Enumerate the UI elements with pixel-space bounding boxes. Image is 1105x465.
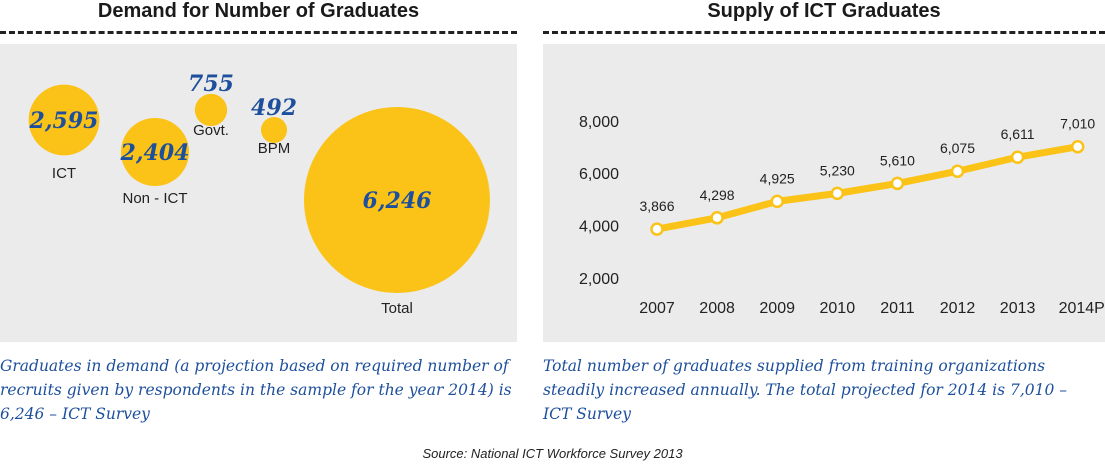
bubble-nonict [120, 117, 190, 187]
data-point [1070, 139, 1085, 154]
data-point [830, 186, 845, 201]
data-point [650, 222, 664, 236]
bubble-value: 2,404 [120, 140, 190, 166]
data-label: 6,075 [940, 140, 975, 156]
data-point [890, 176, 905, 191]
bubble-total [304, 107, 490, 293]
data-point [950, 164, 965, 178]
y-tick-label: 8,000 [579, 114, 619, 131]
y-tick-label: 4,000 [579, 219, 619, 236]
bubble-bpm [260, 116, 288, 144]
data-point [770, 194, 784, 209]
x-tick-label: 2010 [820, 300, 856, 317]
y-tick-label: 6,000 [579, 166, 619, 183]
source-note: Source: National ICT Workforce Survey 20… [422, 446, 683, 461]
x-tick-label: 2008 [699, 300, 735, 317]
x-tick-label: 2011 [880, 300, 915, 317]
bubble-label: Govt. [193, 122, 229, 139]
bubble-label: Non - ICT [122, 190, 187, 207]
bubble-label: BPM [258, 140, 291, 157]
x-tick-label: 2012 [940, 300, 976, 317]
bubble-value: 2,595 [29, 108, 99, 134]
demand-title: Demand for Number of Graduates [97, 0, 420, 22]
bubble-ict [28, 84, 100, 156]
series-line [656, 143, 1079, 233]
bubble-value: 755 [188, 71, 234, 97]
x-tick-label: 2013 [1000, 300, 1036, 317]
x-tick-label: 2014P [1059, 300, 1105, 317]
data-point [710, 211, 724, 225]
data-label: 3,866 [639, 198, 674, 214]
data-label: 5,230 [820, 162, 855, 178]
supply-title: Supply of ICT Graduates [707, 0, 941, 22]
data-label: 7,010 [1060, 116, 1095, 132]
data-label: 4,298 [700, 187, 735, 203]
data-point [1010, 150, 1025, 164]
x-tick-label: 2007 [639, 300, 675, 317]
x-tick-label: 2009 [759, 300, 795, 317]
divider [0, 31, 517, 34]
y-tick-label: 2,000 [579, 271, 619, 288]
divider [543, 31, 1105, 34]
demand-caption: Graduates in demand (a projection based … [0, 357, 512, 423]
bubble-label: Total [381, 300, 413, 317]
supply-caption: Total number of graduates supplied from … [543, 357, 1068, 423]
bubble-value: 492 [251, 95, 297, 121]
data-label: 5,610 [880, 152, 915, 168]
bubble-govt [194, 93, 228, 127]
data-label: 4,925 [760, 170, 795, 186]
data-label: 6,611 [1001, 126, 1035, 142]
bubble-value: 6,246 [363, 188, 432, 214]
bubble-label: ICT [52, 165, 76, 182]
